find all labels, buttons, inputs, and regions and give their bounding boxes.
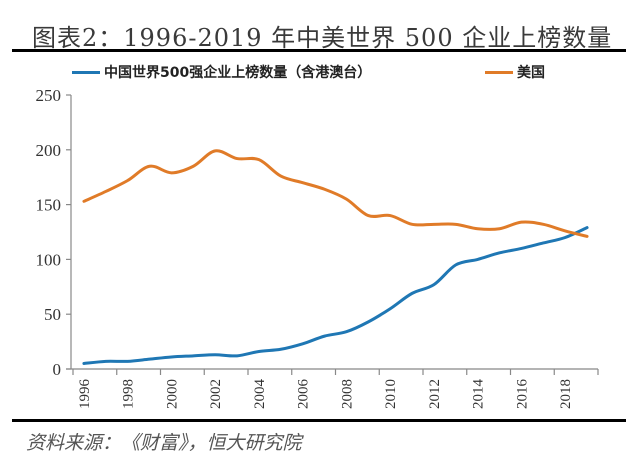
legend: 中国世界500强企业上榜数量（含港澳台） 美国 — [0, 62, 640, 86]
x-tick-label: 2016 — [514, 379, 530, 410]
legend-label-china: 中国世界500强企业上榜数量（含港澳台） — [104, 65, 372, 81]
x-tick-label: 2000 — [164, 379, 180, 409]
x-tick-label: 2014 — [471, 379, 487, 410]
x-tick-label: 2006 — [296, 379, 312, 410]
y-tick-label: 250 — [36, 86, 62, 105]
legend-swatch-usa — [485, 70, 513, 74]
legend-item-china: 中国世界500强企业上榜数量（含港澳台） — [72, 62, 371, 82]
source-note: 资料来源：《财富》，恒大研究院 — [26, 432, 302, 454]
series-line-usa — [82, 149, 589, 238]
series-lines — [82, 149, 589, 366]
x-tick-label: 2018 — [558, 379, 574, 409]
x-tick-label: 2002 — [208, 379, 224, 409]
y-tick-label: 0 — [53, 360, 62, 379]
axes: 0 50 100 150 200 250 1996 1998 2000 2002 2004 2006 2… — [36, 86, 599, 409]
legend-swatch-china — [72, 70, 100, 74]
chart-title: 图表2：1996-2019 年中美世界 500 企业上榜数量 — [32, 24, 613, 52]
x-tick-label: 2012 — [427, 379, 443, 409]
legend-item-usa: 美国 — [485, 62, 545, 82]
series-line-china — [82, 226, 589, 366]
x-tick-label: 1996 — [77, 379, 93, 410]
x-tick-label: 2010 — [383, 379, 399, 409]
x-tick-label: 2008 — [339, 379, 355, 409]
y-tick-label: 150 — [36, 196, 62, 215]
title-underline — [12, 49, 626, 52]
legend-label-usa: 美国 — [517, 65, 545, 81]
y-tick-label: 50 — [44, 305, 61, 324]
x-tick-label: 1998 — [121, 379, 137, 409]
x-tick-label: 2004 — [252, 379, 268, 410]
y-tick-label: 200 — [36, 141, 62, 160]
y-tick-label: 100 — [36, 250, 62, 269]
source-divider — [12, 419, 626, 422]
